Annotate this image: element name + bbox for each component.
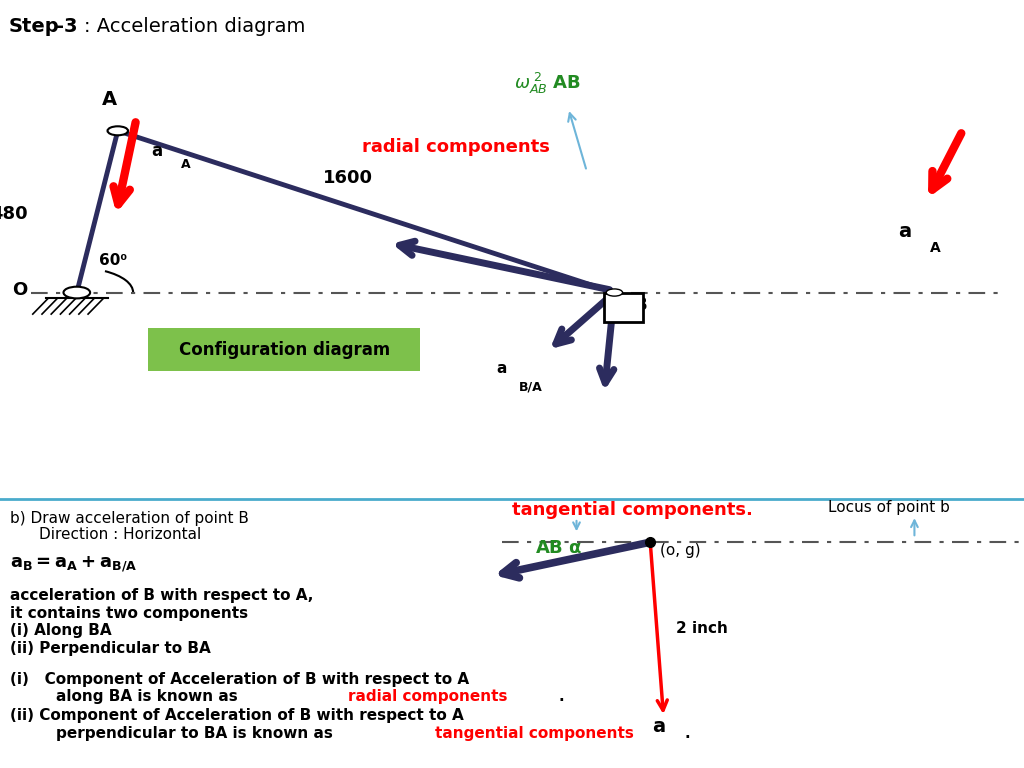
Text: b) Draw acceleration of point B: b) Draw acceleration of point B: [10, 511, 249, 525]
Text: tangential components: tangential components: [435, 726, 634, 740]
Text: Configuration diagram: Configuration diagram: [178, 341, 390, 359]
Bar: [148, 329, 420, 371]
Text: tangential components.: tangential components.: [512, 501, 753, 519]
Text: $\mathbf{AB\ \alpha}$: $\mathbf{AB\ \alpha}$: [535, 538, 582, 557]
Text: radial components: radial components: [348, 689, 508, 704]
Text: (ii) Perpendicular to BA: (ii) Perpendicular to BA: [10, 641, 211, 656]
Text: 2 inch: 2 inch: [676, 621, 728, 636]
Text: -3: -3: [56, 18, 78, 36]
Text: it contains two components: it contains two components: [10, 606, 249, 621]
Text: a: a: [898, 223, 911, 241]
Text: A: A: [930, 240, 940, 255]
Text: : Acceleration diagram: : Acceleration diagram: [84, 18, 305, 36]
Circle shape: [606, 289, 623, 296]
Text: O: O: [12, 281, 28, 300]
Text: B/A: B/A: [518, 380, 543, 393]
Text: along BA is known as: along BA is known as: [56, 689, 244, 704]
Text: $\mathbf{a_B = a_A + a_{B/A}}$: $\mathbf{a_B = a_A + a_{B/A}}$: [10, 554, 137, 574]
Text: (o, g): (o, g): [660, 543, 701, 558]
Text: radial components: radial components: [361, 137, 550, 155]
Text: (i)   Component of Acceleration of B with respect to A: (i) Component of Acceleration of B with …: [10, 672, 469, 687]
Text: Locus of point b: Locus of point b: [827, 500, 950, 515]
Text: .: .: [684, 726, 689, 740]
Text: Step: Step: [8, 18, 58, 36]
Text: (ii) Component of Acceleration of B with respect to A: (ii) Component of Acceleration of B with…: [10, 708, 464, 723]
Text: acceleration of B with respect to A,: acceleration of B with respect to A,: [10, 588, 313, 604]
Text: B: B: [635, 296, 647, 314]
Text: A: A: [102, 90, 117, 109]
Text: a: a: [497, 362, 507, 376]
Text: A: A: [181, 158, 190, 171]
Bar: [604, 293, 643, 322]
Text: 1600: 1600: [324, 169, 373, 187]
Text: 480: 480: [0, 205, 28, 223]
Text: a: a: [152, 142, 163, 160]
Circle shape: [108, 126, 128, 135]
Text: (i) Along BA: (i) Along BA: [10, 624, 112, 638]
Text: .: .: [558, 689, 563, 704]
Text: a: a: [652, 717, 665, 736]
Circle shape: [63, 286, 90, 299]
Text: 60⁰: 60⁰: [99, 253, 127, 268]
Text: perpendicular to BA is known as: perpendicular to BA is known as: [56, 726, 339, 740]
Text: $\omega_{AB}^{\ 2}\ $AB: $\omega_{AB}^{\ 2}\ $AB: [514, 71, 582, 96]
Text: Direction : Horizontal: Direction : Horizontal: [39, 527, 201, 541]
